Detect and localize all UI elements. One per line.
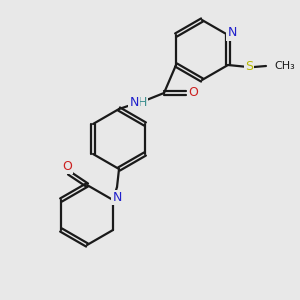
Text: CH₃: CH₃ xyxy=(274,61,295,71)
Text: N: N xyxy=(112,191,122,205)
Text: S: S xyxy=(245,59,253,73)
Text: N: N xyxy=(227,26,237,40)
Text: O: O xyxy=(62,160,72,173)
Text: N: N xyxy=(129,97,139,110)
Text: H: H xyxy=(137,97,147,110)
Text: O: O xyxy=(188,86,198,100)
